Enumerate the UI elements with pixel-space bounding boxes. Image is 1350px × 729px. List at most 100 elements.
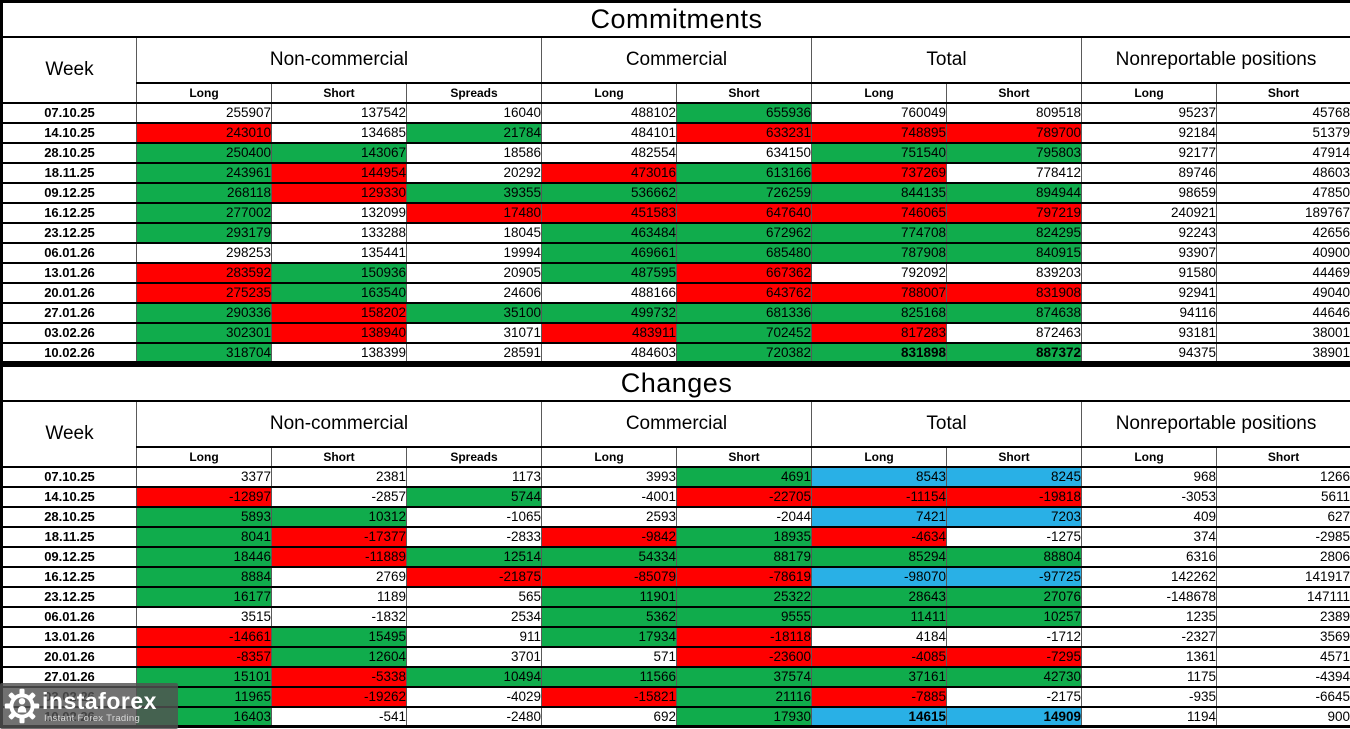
value-cell: 778412 [946, 161, 1082, 184]
value-cell: 8543 [811, 465, 947, 488]
week-cell: 16.12.25 [1, 565, 137, 588]
value-cell: 831908 [946, 281, 1082, 304]
value-cell: 894944 [946, 181, 1082, 204]
value-cell: 613166 [676, 161, 812, 184]
column-group-header: Non-commercial [136, 35, 542, 84]
value-cell: 746065 [811, 201, 947, 224]
value-cell: -15821 [541, 685, 677, 708]
value-cell: 88179 [676, 545, 812, 568]
week-cell: 20.01.26 [1, 281, 137, 304]
value-cell: 20292 [406, 161, 542, 184]
value-cell: 48603 [1215, 161, 1350, 184]
value-cell: 298253 [136, 241, 272, 264]
value-cell: 655936 [676, 101, 812, 124]
value-cell: 94116 [1081, 301, 1217, 324]
value-cell: 98659 [1081, 181, 1217, 204]
value-cell: 487595 [541, 261, 677, 284]
table-row: 27.01.26 290336 158202 35100 499732 681336 825… [1, 301, 1350, 324]
value-cell: -8357 [136, 645, 272, 668]
table-row: 10.02.2616403-541-2480692179301461514909… [1, 705, 1350, 728]
value-cell: 484101 [541, 121, 677, 144]
value-cell: 20905 [406, 261, 542, 284]
table-row: 06.01.26 3515 -1832 2534 5362 9555 11411 10257 1… [1, 605, 1350, 628]
value-cell: 1173 [406, 465, 542, 488]
value-cell: 31071 [406, 321, 542, 344]
column-group-header: Total [811, 399, 1082, 448]
value-cell: -9842 [541, 525, 677, 548]
column-subheader: Short [271, 81, 407, 104]
value-cell: 667362 [676, 261, 812, 284]
value-cell: 19994 [406, 241, 542, 264]
value-cell: 5744 [406, 485, 542, 508]
value-cell: 374 [1081, 525, 1217, 548]
value-cell: -7295 [946, 645, 1082, 668]
value-cell: -2327 [1081, 625, 1217, 648]
value-cell: 692 [541, 705, 677, 728]
value-cell: -1065 [406, 505, 542, 528]
value-cell: 45768 [1215, 101, 1350, 124]
value-cell: 21116 [676, 685, 812, 708]
value-cell: 277002 [136, 201, 272, 224]
value-cell: 135441 [271, 241, 407, 264]
value-cell: -3053 [1081, 485, 1217, 508]
value-cell: 129330 [271, 181, 407, 204]
week-cell: 23.12.25 [1, 585, 137, 608]
value-cell: 11901 [541, 585, 677, 608]
value-cell: 702452 [676, 321, 812, 344]
value-cell: 92177 [1081, 141, 1217, 164]
value-cell: 872463 [946, 321, 1082, 344]
value-cell: 10494 [406, 665, 542, 688]
value-cell: 484603 [541, 341, 677, 364]
value-cell: 7203 [946, 505, 1082, 528]
table-title: Changes [0, 364, 1350, 402]
week-cell: 13.01.26 [1, 261, 137, 284]
value-cell: 92184 [1081, 121, 1217, 144]
value-cell: 95237 [1081, 101, 1217, 124]
value-cell: 774708 [811, 221, 947, 244]
column-subheader: Short [676, 445, 812, 468]
value-cell: 268118 [136, 181, 272, 204]
value-cell: 844135 [811, 181, 947, 204]
value-cell: 18586 [406, 141, 542, 164]
value-cell: 7421 [811, 505, 947, 528]
table-row: 27.01.26 15101 -5338 10494 11566 37574 37161 42… [1, 665, 1350, 688]
value-cell: 15101 [136, 665, 272, 688]
column-subheader: Long [1081, 81, 1217, 104]
value-cell: 3993 [541, 465, 677, 488]
table-row: 03.02.2611965-19262-4029-1582121116-7885… [1, 685, 1350, 708]
value-cell: 89746 [1081, 161, 1217, 184]
value-cell: 17930 [676, 705, 812, 728]
week-cell: 06.01.26 [1, 241, 137, 264]
table-row: 13.01.26 -14661 15495 911 17934 -18118 4184 -17… [1, 625, 1350, 648]
table-row: 20.01.26 275235 163540 24606 488166 643762 788… [1, 281, 1350, 304]
value-cell: 748895 [811, 121, 947, 144]
value-cell: -21875 [406, 565, 542, 588]
value-cell: -97725 [946, 565, 1082, 588]
value-cell: 795803 [946, 141, 1082, 164]
value-cell: 138940 [271, 321, 407, 344]
value-cell: 37574 [676, 665, 812, 688]
value-cell: 5893 [136, 505, 272, 528]
value-cell: 44646 [1215, 301, 1350, 324]
value-cell: 2593 [541, 505, 677, 528]
value-cell: -23600 [676, 645, 812, 668]
value-cell: 5362 [541, 605, 677, 628]
column-group-header: Nonreportable positions [1080, 35, 1350, 84]
commitments-table: Commitments Week Non-commercial Commercial T… [0, 0, 1350, 364]
value-cell: 685480 [676, 241, 812, 264]
watermark-brand: instaforex [42, 688, 157, 715]
week-cell: 18.11.25 [1, 525, 137, 548]
value-cell: 4571 [1215, 645, 1350, 668]
week-cell: 14.10.25 [1, 121, 137, 144]
value-cell: 1361 [1081, 645, 1217, 668]
week-cell: 16.12.25 [1, 201, 137, 224]
table-row: 16.12.25 277002 132099 17480 451583 647640 746… [1, 201, 1350, 224]
value-cell: 3515 [136, 605, 272, 628]
value-cell: 137542 [271, 101, 407, 124]
table-row: 23.12.25 293179 133288 18045 463484 672962 774… [1, 221, 1350, 244]
value-cell: 24606 [406, 281, 542, 304]
value-cell: -2175 [946, 685, 1082, 708]
value-cell: 147111 [1215, 585, 1350, 608]
value-cell: 10257 [946, 605, 1082, 628]
